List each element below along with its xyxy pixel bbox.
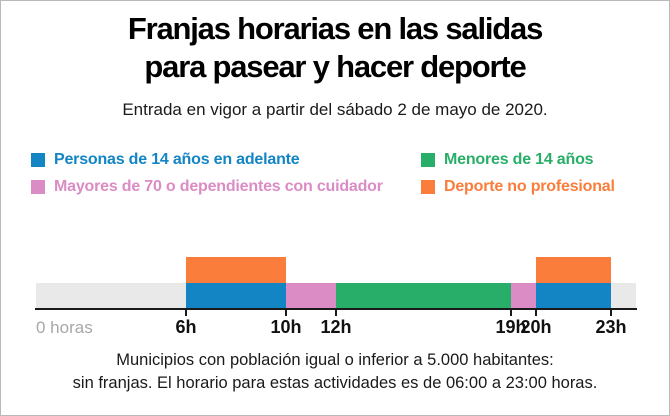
- legend-item-deporte-no-profesional: Deporte no profesional: [421, 178, 661, 196]
- tick-label-12h: 12h: [320, 317, 352, 337]
- legend-label: Mayores de 70 o dependientes con cuidado…: [54, 178, 383, 195]
- legend-item-menores-de-14-a-os: Menores de 14 años: [421, 151, 661, 169]
- legend-swatch-pink: [31, 180, 45, 194]
- legend-swatch-orange: [421, 180, 435, 194]
- timeline-chart: 6h 10h 12h 19h 20h 23h 0 horas: [35, 257, 637, 341]
- tick-label-19h: 19h: [495, 317, 527, 337]
- legend-label: Deporte no profesional: [444, 178, 615, 195]
- tick-label-23h: 23h: [595, 317, 627, 337]
- subtitle: Entrada en vigor a partir del sábado 2 d…: [122, 100, 548, 119]
- tick-label-6h: 6h: [175, 317, 197, 337]
- tick-20h: [535, 310, 537, 316]
- chart-upper-row: [36, 257, 636, 283]
- legend-label: Menores de 14 años: [444, 151, 594, 168]
- axis-origin-label: 0 horas: [36, 318, 93, 337]
- footnote: Municipios con población igual o inferio…: [1, 349, 669, 395]
- footnote-line-2: sin franjas. El horario para estas activ…: [72, 374, 598, 392]
- segment-upper-orange-20h-23h: [536, 257, 611, 283]
- tick-10h: [285, 310, 287, 316]
- segment-main-green-12h-19h: [336, 283, 511, 308]
- title-line-1: Franjas horarias en las salidas: [127, 11, 543, 46]
- tick-23h: [610, 310, 612, 316]
- chart-main-row: [36, 283, 636, 308]
- segment-main-blue-20h-23h: [536, 283, 611, 308]
- tick-6h: [185, 310, 187, 316]
- x-axis-line: [35, 308, 637, 310]
- segment-upper-orange-6h-10h: [186, 257, 286, 283]
- legend: Personas de 14 años en adelante Menores d…: [31, 151, 661, 196]
- legend-swatch-blue: [31, 153, 45, 167]
- segment-main-blue-6h-10h: [186, 283, 286, 308]
- legend-swatch-green: [421, 153, 435, 167]
- title-line-2: para pasear y hacer deporte: [144, 49, 526, 84]
- tick-label-10h: 10h: [270, 317, 302, 337]
- legend-item-personas-de-14-a-os-en-adelante: Personas de 14 años en adelante: [31, 151, 421, 169]
- footnote-line-1: Municipios con población igual o inferio…: [116, 351, 554, 369]
- segment-main-pink-19h-20h: [511, 283, 536, 308]
- segment-main-pink-10h-12h: [286, 283, 336, 308]
- tick-label-20h: 20h: [520, 317, 552, 337]
- tick-19h: [510, 310, 512, 316]
- legend-item-mayores-de-70-o-dependientes-con-cuidador: Mayores de 70 o dependientes con cuidado…: [31, 178, 421, 196]
- legend-label: Personas de 14 años en adelante: [54, 151, 300, 168]
- tick-12h: [335, 310, 337, 316]
- page-title: Franjas horarias en las salidas para pas…: [1, 10, 669, 86]
